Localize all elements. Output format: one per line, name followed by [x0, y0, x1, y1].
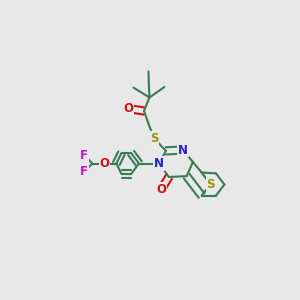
- Text: N: N: [154, 157, 164, 170]
- Text: N: N: [178, 143, 188, 157]
- Text: S: S: [150, 131, 158, 145]
- Text: O: O: [123, 102, 134, 115]
- Text: O: O: [156, 183, 166, 196]
- Text: F: F: [80, 165, 88, 178]
- Text: O: O: [99, 157, 110, 170]
- Text: S: S: [206, 178, 215, 191]
- Text: F: F: [80, 148, 88, 162]
